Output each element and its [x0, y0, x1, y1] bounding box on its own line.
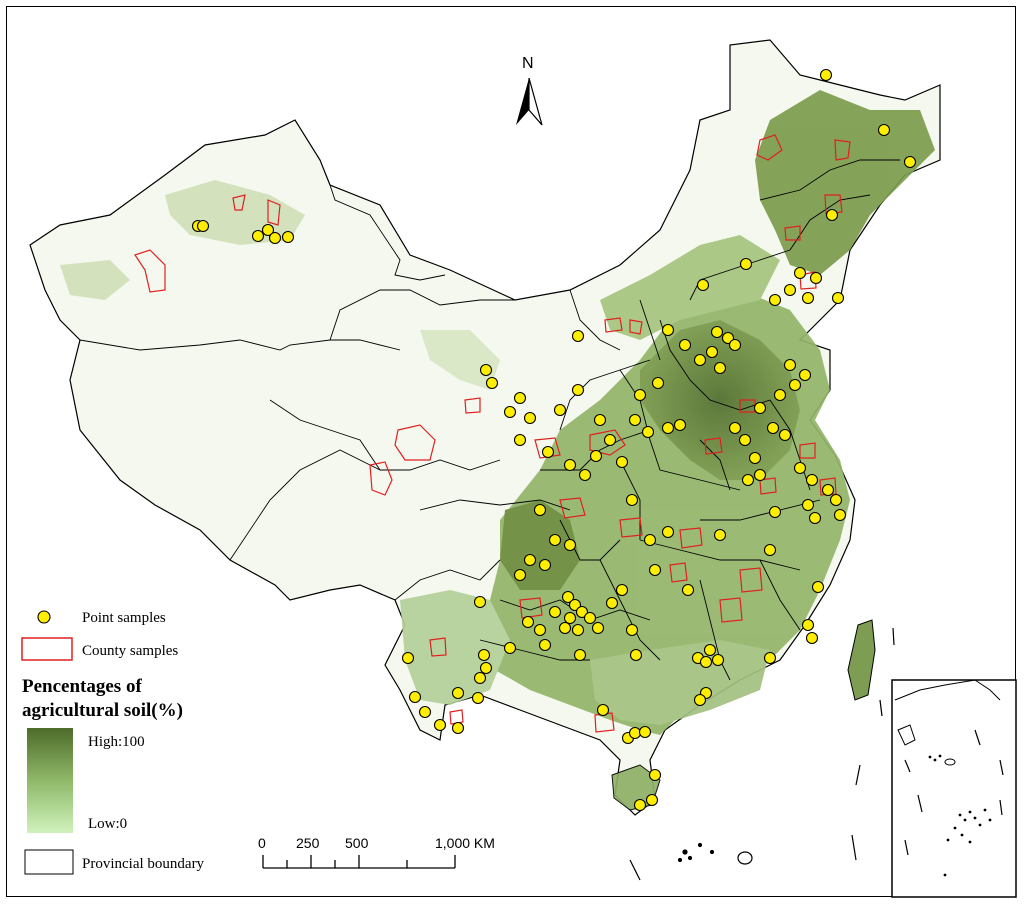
legend-point-label: Point samples: [82, 610, 166, 626]
agricultural-shading: [60, 90, 935, 811]
point-samples: [191, 68, 917, 812]
north-arrow: N: [516, 55, 543, 126]
scale-bar: 0 250 500 1,000 KM: [258, 835, 495, 869]
legend-boundary-label: Provincial boundary: [82, 856, 205, 872]
legend-gradient-high: High:100: [88, 734, 145, 750]
agri-sichuan: [500, 500, 580, 590]
agri-guangdong: [590, 640, 770, 725]
provincial-boundaries: [79, 159, 900, 681]
north-label: N: [522, 55, 534, 72]
agri-gansu: [420, 330, 500, 390]
legend-county-symbol: [21, 637, 73, 661]
agri-xinjiang-west: [60, 260, 130, 300]
legend-point-symbol: [37, 610, 51, 624]
agri-north-plain: [640, 320, 800, 480]
sea-boundary-marks: [629, 627, 895, 881]
taiwan-outline: [847, 619, 876, 701]
legend-gradient-title-1: Pencentages of: [22, 676, 142, 697]
scale-tick-250: 250: [296, 835, 320, 851]
legend-boundary-symbol: [24, 849, 74, 875]
scale-tick-0: 0: [258, 835, 266, 851]
legend: Point samples County samples Pencentages…: [21, 610, 205, 875]
legend-county-label: County samples: [82, 643, 178, 659]
scale-tick-1000: 1,000 KM: [435, 835, 495, 851]
legend-gradient-low: Low:0: [88, 816, 127, 832]
legend-gradient-title-2: agricultural soil(%): [22, 700, 183, 721]
scale-tick-500: 500: [345, 835, 369, 851]
legend-gradient-bar: [27, 728, 73, 833]
south-china-sea-inset: [891, 679, 1017, 898]
